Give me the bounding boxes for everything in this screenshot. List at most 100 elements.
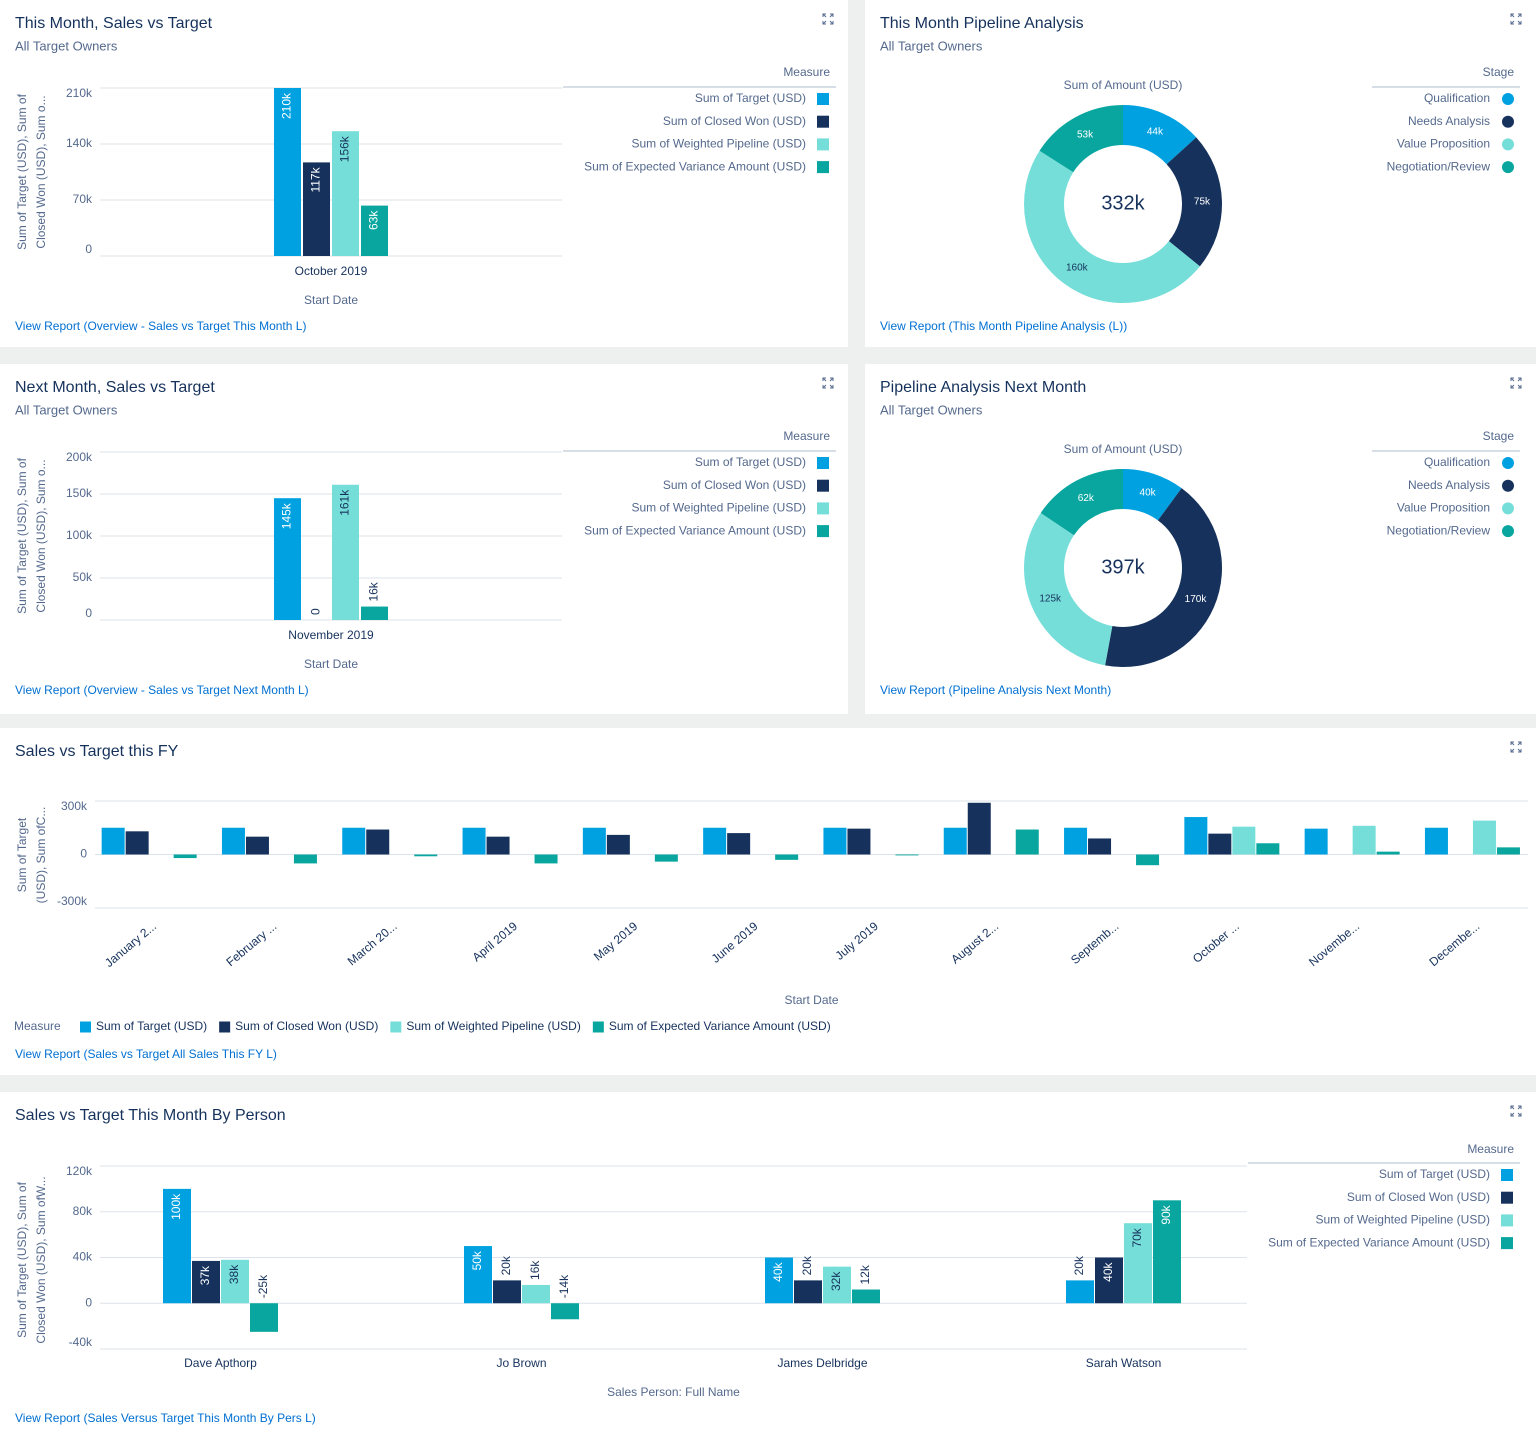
donut-slice	[1039, 105, 1123, 173]
data-label: 63k	[367, 210, 381, 230]
legend-label: Sum of Weighted Pipeline (USD)	[1315, 1213, 1490, 1227]
expand-icon[interactable]	[1510, 741, 1522, 753]
donut-total: 332k	[1101, 192, 1145, 214]
bar	[606, 834, 630, 855]
legend-label: Sum of Expected Variance Amount (USD)	[584, 523, 806, 537]
data-label: 44k	[1147, 126, 1164, 137]
expand-icon[interactable]	[1510, 1105, 1522, 1117]
legend-label: Needs Analysis	[1408, 114, 1490, 128]
bar	[486, 836, 510, 855]
panel-title: Sales vs Target this FY	[15, 743, 179, 760]
x-tick-label: June 2019	[709, 919, 761, 966]
bar	[192, 1260, 220, 1304]
legend-label: Qualification	[1424, 455, 1490, 469]
data-label: 20k	[800, 1255, 814, 1275]
view-report-link[interactable]: View Report (Overview - Sales vs Target …	[15, 319, 306, 333]
x-tick-label: July 2019	[833, 919, 882, 963]
x-axis-title: Start Date	[304, 657, 358, 671]
bar	[1208, 833, 1232, 855]
x-tick-label: March 20...	[345, 919, 400, 968]
x-axis-title: Start Date	[784, 993, 838, 1007]
legend-swatch	[817, 457, 829, 469]
data-label: 50k	[470, 1250, 484, 1270]
bar	[250, 1303, 278, 1332]
view-report-link[interactable]: View Report (Sales vs Target All Sales T…	[15, 1047, 277, 1061]
bar	[332, 484, 359, 620]
bar	[221, 1259, 249, 1304]
panel-chart: Next Month, Sales vs Target All Target Ow…	[15, 379, 836, 697]
legend-swatch	[817, 479, 829, 492]
legend-swatch	[817, 161, 829, 174]
y-tick-label: 210k	[66, 86, 93, 100]
bar	[847, 828, 871, 855]
x-axis-title: Sales Person: Full Name	[607, 1385, 740, 1399]
bar	[895, 854, 919, 856]
view-report-link[interactable]: View Report (Overview - Sales vs Target …	[15, 683, 309, 697]
y-axis-title: Sum of Target (USD), Sum of Closed Won (…	[15, 94, 48, 250]
x-tick-label: November 2019	[288, 628, 374, 642]
y-axis-title: Sum of Target (USD), Sum ofC...	[15, 806, 48, 904]
data-label: 0	[309, 608, 323, 615]
bar	[1136, 854, 1160, 866]
x-tick-label: February ...	[223, 919, 279, 969]
bar	[221, 827, 245, 855]
data-label: 210k	[280, 92, 294, 119]
bar	[582, 827, 606, 855]
bar	[1424, 827, 1448, 855]
x-tick-label: Novembe...	[1306, 919, 1362, 969]
data-label: 16k	[528, 1260, 542, 1280]
legend-swatch	[80, 1021, 91, 1033]
bar	[1088, 838, 1112, 855]
panel-subtitle: All Target Owners	[880, 402, 983, 417]
x-tick-label: January 2...	[102, 919, 159, 970]
legend-label: Sum of Expected Variance Amount (USD)	[1268, 1235, 1490, 1249]
panel-chart: Pipeline Analysis Next Month All Target O…	[880, 379, 1520, 697]
y-tick-label: 300k	[61, 799, 88, 813]
x-tick-label: October ...	[1190, 919, 1242, 966]
data-label: 156k	[338, 135, 352, 162]
y-tick-label: 100k	[66, 528, 93, 542]
legend-label: Sum of Expected Variance Amount (USD)	[609, 1019, 831, 1033]
legend-label: Sum of Target (USD)	[695, 455, 806, 469]
expand-icon[interactable]	[822, 377, 834, 389]
bar	[173, 854, 197, 859]
bar	[414, 854, 438, 857]
legend-label: Value Proposition	[1397, 137, 1490, 151]
x-tick-label: May 2019	[591, 919, 641, 964]
bar	[654, 854, 678, 862]
donut-slice	[1123, 469, 1182, 521]
bar	[101, 827, 125, 855]
legend-label: Sum of Weighted Pipeline (USD)	[631, 137, 806, 151]
x-tick-label: Dave Apthorp	[184, 1356, 257, 1370]
bar	[1352, 825, 1376, 855]
bar	[1304, 828, 1328, 855]
legend-swatch	[1501, 1214, 1513, 1227]
legend-swatch	[817, 115, 829, 128]
bar	[342, 827, 366, 855]
expand-icon[interactable]	[822, 13, 834, 25]
expand-icon[interactable]	[1510, 13, 1522, 25]
panel-title: This Month Pipeline Analysis	[880, 15, 1084, 32]
panel-title: Next Month, Sales vs Target	[15, 379, 215, 396]
x-tick-label: James Delbridge	[777, 1356, 867, 1370]
view-report-link[interactable]: View Report (Pipeline Analysis Next Mont…	[880, 683, 1111, 697]
data-label: 53k	[1077, 129, 1094, 140]
data-label: 40k	[771, 1262, 785, 1282]
bar	[1153, 1200, 1181, 1304]
bar	[765, 1257, 793, 1304]
view-report-link[interactable]: View Report (This Month Pipeline Analysi…	[880, 319, 1127, 333]
y-tick-label: 0	[85, 1295, 92, 1309]
bar	[361, 205, 388, 256]
legend-label: Sum of Target (USD)	[1379, 1167, 1490, 1181]
view-report-link[interactable]: View Report (Sales Versus Target This Mo…	[15, 1411, 316, 1425]
data-label: 32k	[829, 1271, 843, 1291]
data-label: 161k	[338, 489, 352, 516]
legend-swatch	[1501, 1237, 1513, 1250]
data-label: 40k	[1140, 488, 1157, 499]
bar	[1095, 1257, 1123, 1304]
bar	[522, 1284, 550, 1304]
bar	[293, 854, 317, 864]
expand-icon[interactable]	[1510, 377, 1522, 389]
panel: This Month Pipeline Analysis All Target O…	[865, 0, 1536, 347]
